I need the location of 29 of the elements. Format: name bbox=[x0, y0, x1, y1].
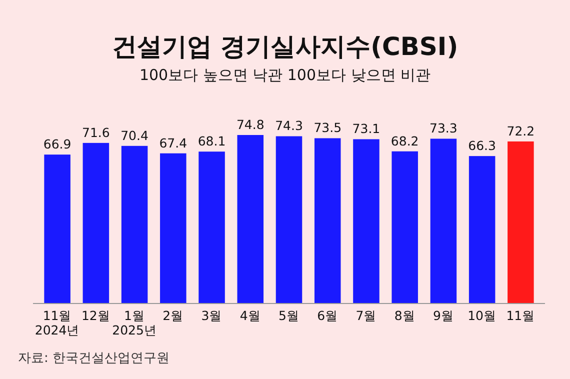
data-label: 73.5 bbox=[314, 120, 342, 136]
x-tick-label: 7월 bbox=[356, 308, 377, 323]
x-tick-label: 5월 bbox=[278, 308, 300, 323]
data-label: 70.4 bbox=[120, 128, 148, 143]
chart-title: 건설기업 경기실사지수(CBSI) bbox=[112, 32, 458, 61]
data-label: 73.3 bbox=[430, 120, 458, 136]
data-label: 74.8 bbox=[236, 117, 264, 132]
chart-subtitle: 100보다 높으면 낙관 100보다 낮으면 비관 bbox=[139, 66, 431, 84]
x-tick-label: 2월 bbox=[162, 308, 184, 323]
x-tick-label: 1월 2025년 bbox=[112, 308, 157, 338]
text: 자료: 한국건설산업연구원 bbox=[18, 351, 170, 366]
x-tick-label: 8월 bbox=[394, 308, 416, 323]
data-label: 68.2 bbox=[390, 133, 419, 148]
data-label: 66.9 bbox=[43, 136, 72, 152]
data-label: 74.3 bbox=[275, 118, 303, 134]
data-label: 66.3 bbox=[468, 138, 496, 154]
x-tick-label: 4월 bbox=[240, 308, 261, 323]
data-label: 67.4 bbox=[159, 135, 188, 150]
data-label: 71.6 bbox=[82, 124, 110, 140]
x-tick-label: 6월 bbox=[317, 308, 338, 323]
x-tick-label: 11월 bbox=[506, 308, 536, 323]
x-tick-label: 9월 bbox=[432, 308, 454, 323]
x-tick-label: 10월 bbox=[468, 308, 497, 323]
x-tick-label: 12월 bbox=[81, 308, 110, 323]
x-tick-label: 11월 2024년 bbox=[34, 308, 80, 338]
data-label: 73.1 bbox=[352, 121, 380, 136]
data-label: 72.2 bbox=[506, 123, 535, 138]
data-label: 68.1 bbox=[198, 134, 226, 149]
x-tick-label: 3월 bbox=[201, 308, 222, 323]
